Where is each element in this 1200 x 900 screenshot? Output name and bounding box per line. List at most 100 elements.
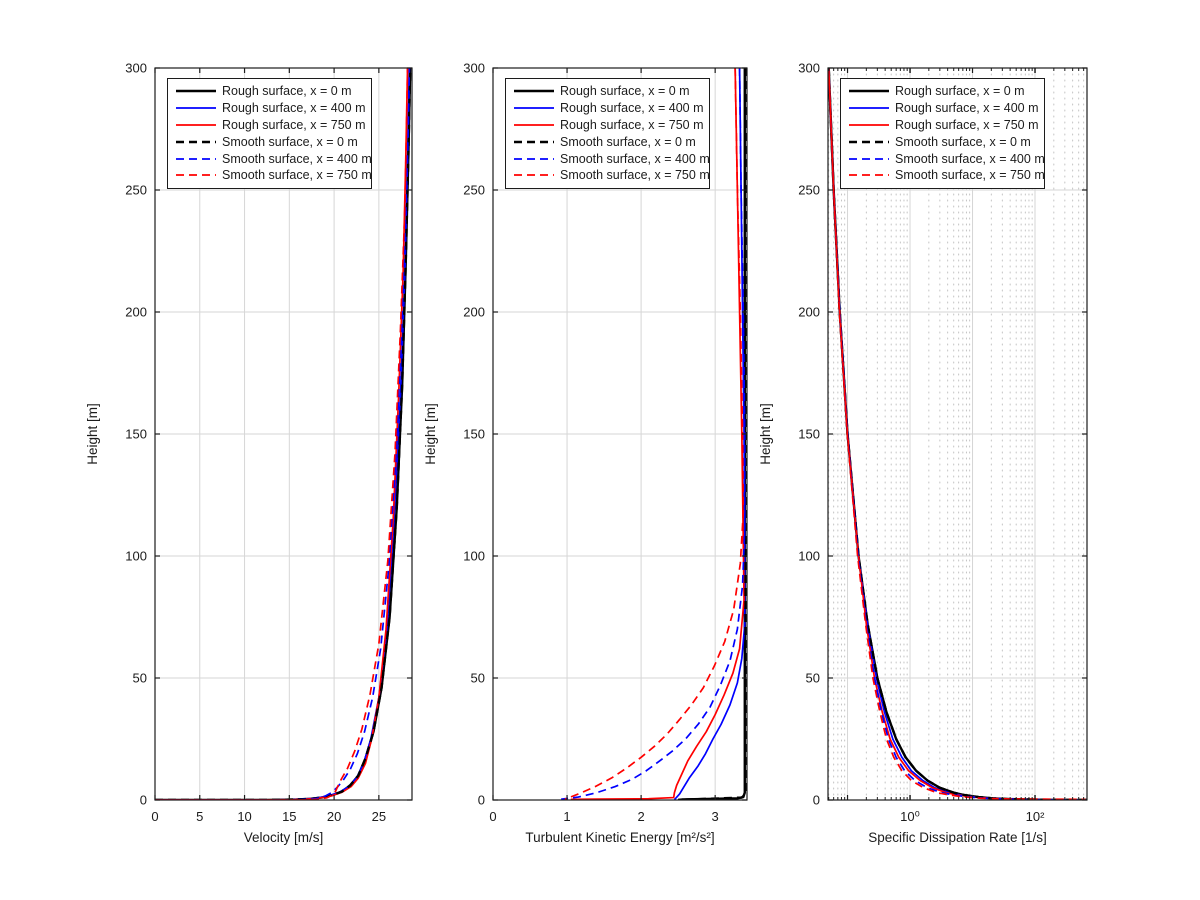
legend-entry: Rough surface, x = 750 m: [849, 117, 1039, 134]
legend-entry-label: Smooth surface, x = 0 m: [222, 134, 358, 149]
legend-entry-label: Smooth surface, x = 0 m: [560, 134, 696, 149]
legend-entry: Smooth surface, x = 400 m: [849, 150, 1045, 167]
y-axis-label-omega: Height [m]: [758, 403, 773, 465]
legend-entry: Smooth surface, x = 400 m: [514, 150, 710, 167]
solid-line-swatch-icon: [514, 124, 554, 126]
y-tick-label: 150: [798, 427, 820, 442]
x-tick-label: 3: [712, 809, 719, 824]
dashed-line-swatch-icon: [514, 140, 554, 143]
legend-omega: Rough surface, x = 0 m Rough surface, x =…: [840, 78, 1045, 189]
legend-entry: Rough surface, x = 0 m: [176, 83, 363, 100]
solid-line-swatch-icon: [514, 90, 554, 93]
legend-entry-label: Rough surface, x = 0 m: [222, 84, 352, 99]
x-tick-label: 0: [489, 809, 496, 824]
solid-line-swatch-icon: [849, 107, 889, 110]
legend-entry-label: Rough surface, x = 400 m: [895, 101, 1039, 116]
dashed-line-swatch-icon: [849, 174, 889, 177]
y-tick-label: 0: [813, 793, 820, 808]
x-tick-label: 2: [637, 809, 644, 824]
legend-entry: Rough surface, x = 0 m: [849, 83, 1036, 100]
solid-line-swatch-icon: [514, 107, 554, 110]
legend-entry: Smooth surface, x = 750 m: [514, 167, 710, 184]
legend-entry: Smooth surface, x = 0 m: [849, 133, 1036, 150]
series-line-tke-4: [561, 68, 746, 800]
x-axis-label-velocity: Velocity [m/s]: [244, 830, 324, 845]
x-tick-label: 10²: [1026, 809, 1045, 824]
legend-entry: Smooth surface, x = 750 m: [176, 167, 372, 184]
legend-entry-label: Smooth surface, x = 750 m: [895, 168, 1045, 183]
legend-entry-label: Rough surface, x = 0 m: [895, 84, 1025, 99]
legend-velocity: Rough surface, x = 0 m Rough surface, x =…: [167, 78, 372, 189]
y-tick-label: 250: [798, 183, 820, 198]
y-tick-label: 0: [140, 793, 147, 808]
dashed-line-swatch-icon: [514, 174, 554, 177]
dashed-line-swatch-icon: [176, 140, 216, 143]
x-tick-label: 10: [237, 809, 251, 824]
y-tick-label: 50: [471, 671, 485, 686]
x-tick-label: 20: [327, 809, 341, 824]
legend-entry-label: Rough surface, x = 750 m: [560, 117, 704, 132]
x-tick-label: 5: [196, 809, 203, 824]
solid-line-swatch-icon: [176, 107, 216, 110]
dashed-line-swatch-icon: [849, 140, 889, 143]
y-tick-label: 50: [806, 671, 820, 686]
y-tick-label: 300: [463, 61, 485, 76]
y-tick-label: 200: [125, 305, 147, 320]
y-tick-label: 100: [125, 549, 147, 564]
legend-entry-label: Rough surface, x = 0 m: [560, 84, 690, 99]
y-tick-label: 250: [463, 183, 485, 198]
solid-line-swatch-icon: [176, 124, 216, 126]
dashed-line-swatch-icon: [176, 174, 216, 177]
x-tick-label: 0: [151, 809, 158, 824]
solid-line-swatch-icon: [849, 124, 889, 126]
legend-entry-label: Smooth surface, x = 750 m: [222, 168, 372, 183]
y-axis-label-velocity: Height [m]: [85, 403, 100, 465]
series-line-velocity-4: [155, 68, 411, 800]
legend-entry-label: Rough surface, x = 400 m: [222, 101, 366, 116]
x-tick-label: 10⁰: [900, 809, 920, 824]
y-tick-label: 100: [798, 549, 820, 564]
legend-tke: Rough surface, x = 0 m Rough surface, x =…: [505, 78, 710, 189]
y-axis-label-tke: Height [m]: [423, 403, 438, 465]
y-tick-label: 50: [133, 671, 147, 686]
legend-entry: Rough surface, x = 400 m: [176, 100, 366, 117]
y-tick-label: 0: [478, 793, 485, 808]
dashed-line-swatch-icon: [514, 157, 554, 160]
y-tick-label: 150: [463, 427, 485, 442]
legend-entry-label: Rough surface, x = 750 m: [895, 117, 1039, 132]
y-tick-label: 300: [125, 61, 147, 76]
legend-entry: Rough surface, x = 750 m: [176, 117, 366, 134]
legend-entry-label: Smooth surface, x = 400 m: [560, 151, 710, 166]
legend-entry: Rough surface, x = 400 m: [514, 100, 704, 117]
x-tick-label: 15: [282, 809, 296, 824]
legend-entry: Smooth surface, x = 400 m: [176, 150, 372, 167]
y-tick-label: 100: [463, 549, 485, 564]
series-line-tke-3: [685, 68, 747, 800]
solid-line-swatch-icon: [176, 90, 216, 93]
x-tick-label: 1: [563, 809, 570, 824]
y-tick-label: 150: [125, 427, 147, 442]
series-line-tke-5: [564, 68, 745, 800]
y-tick-label: 300: [798, 61, 820, 76]
y-tick-label: 200: [798, 305, 820, 320]
legend-entry: Smooth surface, x = 0 m: [514, 133, 701, 150]
x-axis-label-tke: Turbulent Kinetic Energy [m²/s²]: [525, 830, 714, 845]
legend-entry: Smooth surface, x = 750 m: [849, 167, 1045, 184]
legend-entry-label: Smooth surface, x = 400 m: [895, 151, 1045, 166]
legend-entry-label: Smooth surface, x = 0 m: [895, 134, 1031, 149]
dashed-line-swatch-icon: [849, 157, 889, 160]
solid-line-swatch-icon: [849, 90, 889, 93]
x-tick-label: 25: [372, 809, 386, 824]
x-axis-label-omega: Specific Dissipation Rate [1/s]: [868, 830, 1047, 845]
legend-entry-label: Smooth surface, x = 400 m: [222, 151, 372, 166]
legend-entry: Smooth surface, x = 0 m: [176, 133, 363, 150]
legend-entry-label: Rough surface, x = 750 m: [222, 117, 366, 132]
series-line-velocity-3: [155, 68, 412, 800]
legend-entry-label: Smooth surface, x = 750 m: [560, 168, 710, 183]
legend-entry-label: Rough surface, x = 400 m: [560, 101, 704, 116]
dashed-line-swatch-icon: [176, 157, 216, 160]
y-tick-label: 200: [463, 305, 485, 320]
legend-entry: Rough surface, x = 750 m: [514, 117, 704, 134]
